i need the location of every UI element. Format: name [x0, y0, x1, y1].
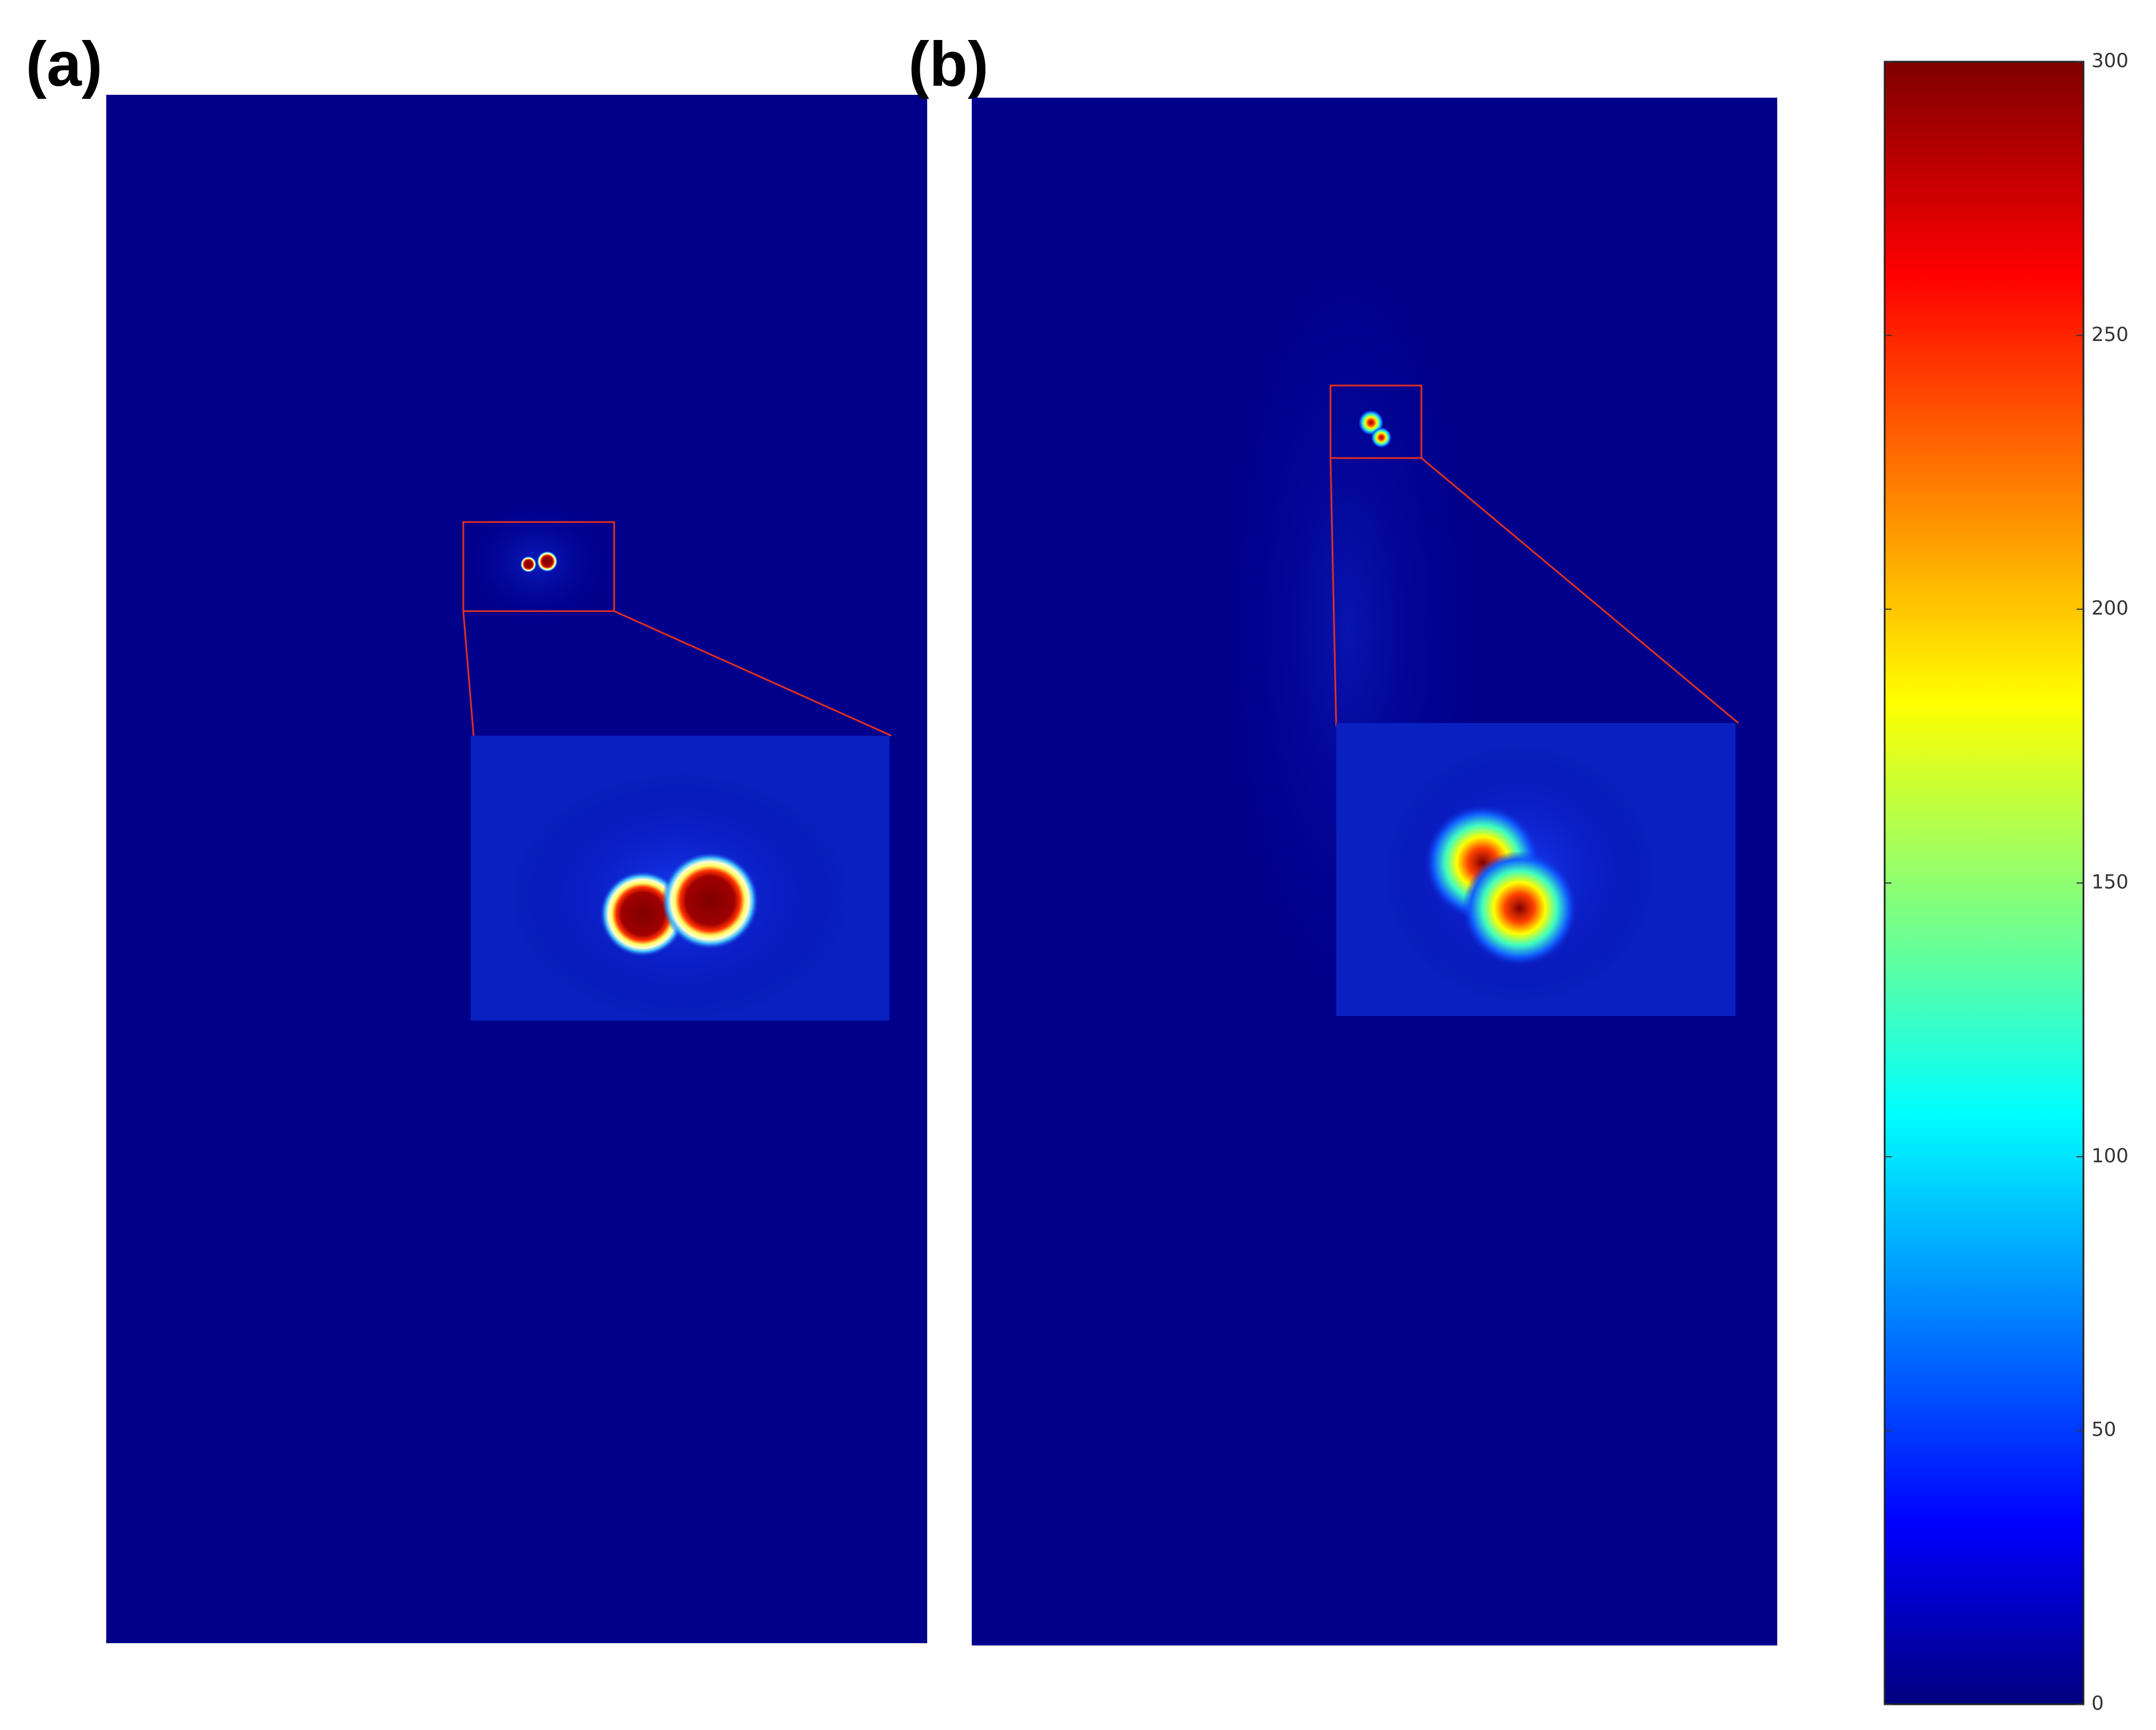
tick-label: 300	[2091, 50, 2129, 73]
zoom-line	[462, 611, 475, 736]
tick-label: 100	[2091, 1145, 2129, 1167]
zoom-box	[1329, 384, 1422, 459]
hotspot	[662, 852, 759, 949]
zoom-line	[1329, 457, 1337, 726]
zoom-line	[614, 610, 892, 737]
tick-label: 0	[2091, 1692, 2104, 1715]
panel-label: (b)	[908, 29, 988, 99]
hotspot	[1462, 851, 1577, 965]
zoom-line	[1421, 457, 1739, 724]
hotspot	[537, 551, 558, 572]
tick-label: 250	[2091, 323, 2129, 346]
tick-label: 200	[2091, 597, 2129, 620]
tick-label: 50	[2091, 1418, 2116, 1441]
colorbar	[1884, 61, 2085, 1705]
hotspot	[1371, 427, 1392, 448]
panel-label: (a)	[26, 29, 102, 99]
glow	[463, 500, 611, 625]
hotspot	[520, 556, 536, 572]
zoom-box	[462, 521, 615, 612]
tick-label: 150	[2091, 871, 2129, 894]
